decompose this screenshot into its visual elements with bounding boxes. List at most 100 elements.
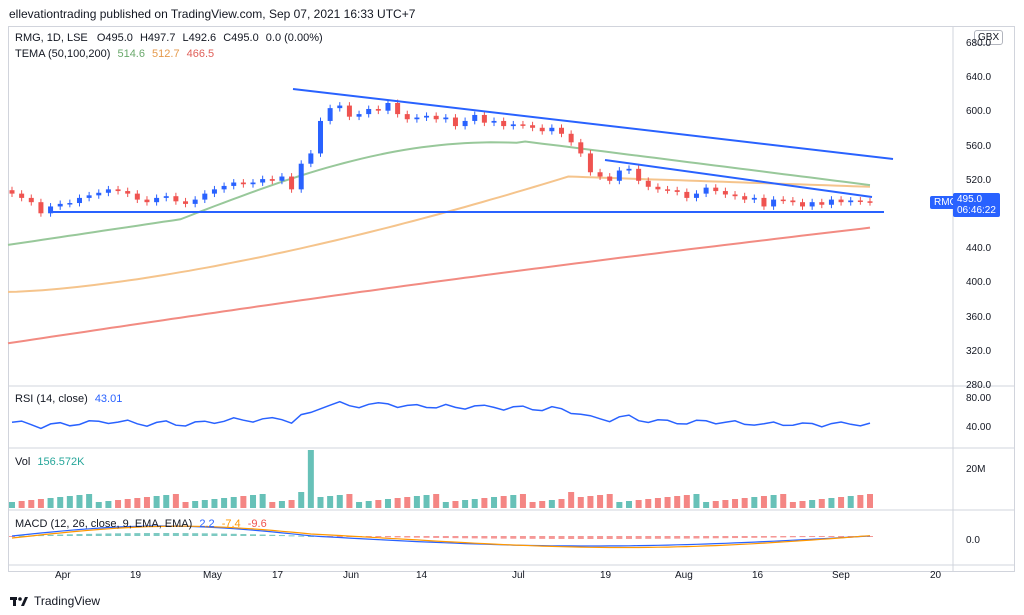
time-axis-label: Jul	[512, 570, 525, 581]
macd-histogram-bar	[365, 536, 372, 537]
inner-trendline	[604, 159, 873, 198]
price-axis-label: 560.0	[966, 140, 992, 152]
volume-bar	[625, 501, 632, 508]
volume-bar	[317, 497, 324, 508]
time-axis-label: May	[203, 570, 222, 581]
candle-body	[761, 197, 767, 207]
candle-body	[452, 117, 458, 127]
tema-100-line	[7, 175, 871, 293]
volume-bar	[645, 499, 652, 508]
candle-body	[722, 191, 728, 195]
tema-legend[interactable]: TEMA (50,100,200) 514.6 512.7 466.5	[15, 48, 214, 60]
volume-bar	[780, 494, 787, 508]
volume-bar	[741, 498, 748, 508]
volume-bar	[375, 500, 382, 508]
rsi-label: RSI (14, close)	[15, 393, 88, 405]
rsi-legend[interactable]: RSI (14, close) 43.01	[15, 393, 122, 405]
candle-body	[520, 124, 526, 126]
volume-bar	[182, 502, 189, 508]
candle-body	[597, 172, 603, 177]
candle-body	[424, 115, 430, 118]
macd-histogram-bar	[828, 536, 835, 537]
candle-body	[828, 199, 834, 205]
volume-bar	[760, 496, 767, 508]
macd-histogram-bar	[423, 536, 430, 538]
volume-bar	[500, 496, 507, 508]
candle-body	[665, 189, 671, 191]
volume-bar	[770, 495, 777, 508]
candle-body	[144, 199, 150, 203]
macd-histogram-bar	[558, 536, 565, 539]
volume-bar	[18, 501, 25, 508]
candle-body	[443, 117, 449, 120]
vol-legend[interactable]: Vol 156.572K	[15, 456, 84, 468]
main-legend[interactable]: RMG, 1D, LSE O495.0 H497.7 L492.6 C495.0…	[15, 32, 323, 44]
volume-bar	[384, 499, 391, 508]
candle-body	[674, 190, 680, 192]
volume-bar	[134, 498, 141, 508]
candle-body	[510, 124, 516, 127]
volume-bar	[654, 498, 661, 508]
rsi-axis-40: 40.00	[966, 422, 992, 433]
price-axis-label: 400.0	[966, 277, 992, 289]
close-value: C495.0	[223, 32, 259, 44]
volume-bar	[221, 498, 228, 508]
volume-bar	[240, 496, 247, 508]
price-axis-label: 680.0	[966, 38, 992, 49]
candle-body	[327, 108, 333, 121]
candle-body	[713, 187, 719, 192]
time-axis-label: 16	[752, 570, 764, 581]
macd-histogram-bar	[500, 536, 507, 539]
macd-histogram-bar	[9, 536, 15, 537]
macd-histogram-bar	[809, 536, 816, 537]
candle-body	[173, 196, 179, 202]
macd-histogram-bar	[760, 536, 767, 538]
macd-histogram-bar	[491, 536, 498, 539]
macd-histogram-bar	[37, 535, 44, 537]
candle-body	[385, 102, 391, 111]
currency-button[interactable]: GBX	[974, 30, 1004, 45]
volume-bar	[789, 502, 796, 508]
macd-histogram-bar	[413, 536, 420, 538]
candle-body	[462, 120, 468, 127]
volume-bar	[577, 497, 584, 508]
macd-legend[interactable]: MACD (12, 26, close, 9, EMA, EMA) 2.2 -7…	[15, 518, 267, 530]
macd-histogram-bar	[577, 536, 584, 539]
macd-histogram-bar	[211, 533, 218, 536]
macd-histogram-bar	[789, 536, 796, 538]
candle-body	[289, 176, 295, 190]
volume-bar	[288, 500, 295, 508]
macd-histogram-bar	[462, 536, 469, 539]
volume-bar	[115, 500, 122, 508]
time-axis-label: 20	[930, 570, 942, 581]
rsi-axis-80: 80.00	[966, 393, 992, 404]
volume-bar	[664, 497, 671, 508]
volume-bar	[259, 494, 266, 508]
upper-trendline	[292, 88, 894, 160]
macd-histogram-bar	[433, 536, 440, 538]
candle-body	[211, 189, 217, 194]
tema-50-line	[7, 140, 871, 246]
volume-bar	[616, 502, 623, 508]
rsi-line	[11, 400, 871, 430]
candle-body	[780, 199, 786, 202]
macd-histogram-bar	[587, 536, 594, 539]
candle-body	[221, 185, 227, 190]
volume-bar	[722, 500, 729, 508]
volume-bar	[703, 502, 710, 508]
volume-bar	[847, 496, 854, 508]
volume-bar	[510, 495, 517, 508]
macd-histogram-bar	[741, 536, 748, 538]
volume-bar	[799, 501, 806, 508]
chart-frame	[8, 26, 1015, 572]
low-value: L492.6	[182, 32, 217, 44]
bar-countdown: 06:46:22	[957, 205, 996, 216]
volume-bar	[356, 502, 363, 508]
volume-bar	[452, 501, 459, 508]
volume-bar	[818, 499, 825, 508]
macd-histogram-bar	[172, 533, 179, 536]
volume-bar	[413, 496, 420, 508]
macd-histogram-bar	[134, 533, 141, 536]
volume-bar	[838, 497, 845, 508]
